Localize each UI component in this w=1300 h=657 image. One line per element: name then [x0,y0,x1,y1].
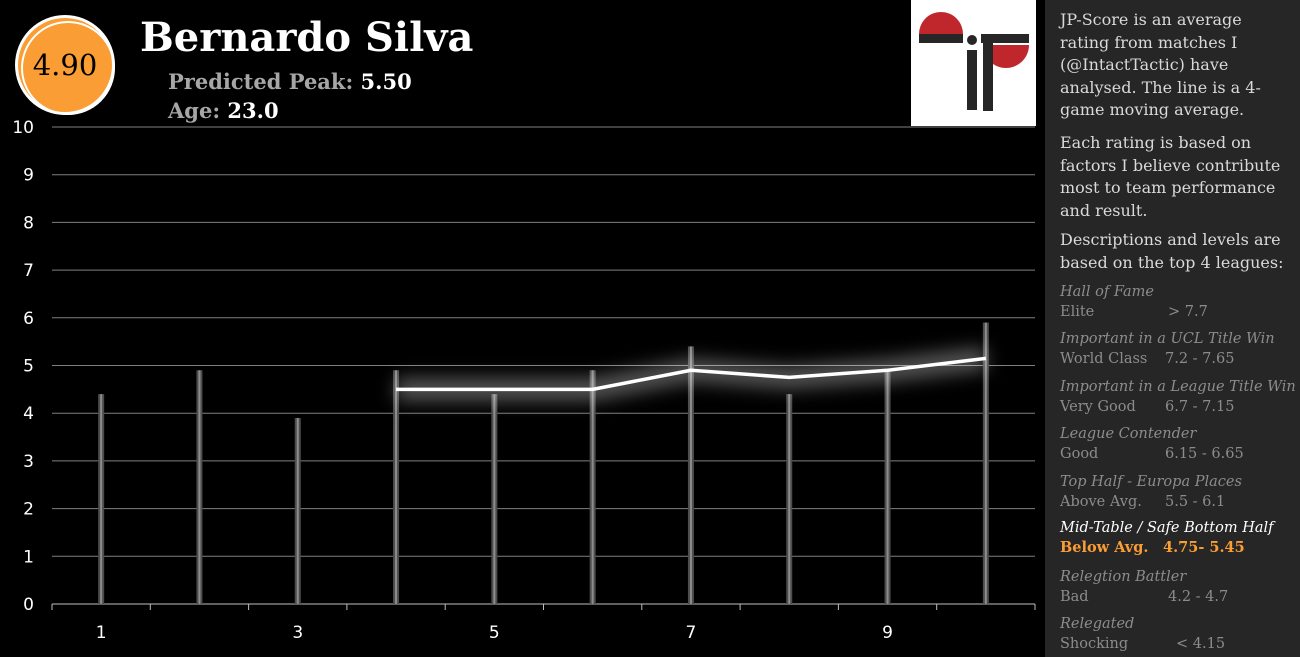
level-description: Mid-Table / Safe Bottom Half [1060,520,1274,536]
moving-average-line [396,356,987,392]
rating-bar-highlight [100,394,103,604]
level-name: Above Avg. [1060,494,1142,510]
rating-bar-highlight [296,417,299,604]
level-item: Hall of Fame Elite > 7.7 [1060,282,1298,322]
age-value: 23.0 [227,98,279,123]
rating-bar-highlight [591,370,594,604]
level-range: 7.2 - 7.65 [1165,351,1235,367]
x-tick-label: 5 [489,623,500,643]
level-description: Important in a UCL Title Win [1060,331,1275,347]
rating-bar-highlight [395,370,398,604]
level-name: Elite [1060,304,1095,320]
peak-label: Predicted Peak: [168,69,354,94]
score-badge: 4.90 [15,15,115,115]
age: Age: 23.0 [168,98,279,123]
level-range: 5.5 - 6.1 [1165,494,1226,510]
level-name: Bad [1060,589,1089,605]
level-item: Relegated Shocking < 4.15 [1060,614,1298,654]
y-tick-label: 8 [23,213,34,233]
level-item: Mid-Table / Safe Bottom Half Below Avg. 4.… [1060,518,1298,558]
level-description: Important in a League Title Win [1060,379,1296,395]
y-tick-label: 10 [12,118,34,138]
level-name: World Class [1060,351,1148,367]
x-tick-label: 1 [96,623,107,643]
level-range: 4.75- 5.45 [1163,539,1245,556]
y-tick-label: 1 [23,547,34,567]
x-tick-label: 9 [882,623,893,643]
jp-logo [911,0,1036,126]
level-description: League Contender [1060,426,1197,442]
rating-chart: 0 1 2 3 4 5 6 7 8 9 10 1 3 5 7 9 [12,118,1036,643]
score-value: 4.90 [32,48,98,82]
rating-bar-highlight [493,394,496,604]
sidebar-intro: JP-Score is an average rating from match… [1060,10,1261,119]
y-tick-label: 0 [23,595,34,615]
level-range: 6.7 - 7.15 [1165,399,1235,415]
player-name: Bernardo Silva [140,14,474,61]
level-range: 6.15 - 6.65 [1165,446,1244,462]
level-name: Very Good [1060,399,1136,415]
level-item: Important in a League Title Win Very Good… [1060,377,1298,417]
jp-logo-image [919,12,1029,111]
x-tick-label: 3 [292,623,303,643]
level-item: Relegtion Battler Bad 4.2 - 4.7 [1060,567,1298,607]
y-tick-label: 9 [23,166,34,186]
sidebar-levels-intro: Descriptions and levels are based on the… [1060,230,1284,272]
sidebar-factors: Each rating is based on factors I believ… [1060,133,1281,220]
y-tick-label: 2 [23,500,34,520]
rating-bar-highlight [788,394,791,604]
level-item: Important in a UCL Title Win World Class 7… [1060,329,1298,369]
rating-bar-highlight [198,370,201,604]
peak-value: 5.50 [360,69,412,94]
x-tick-label: 7 [686,623,697,643]
predicted-peak: Predicted Peak: 5.50 [168,69,412,94]
level-range: > 7.7 [1168,304,1208,320]
y-tick-label: 4 [23,404,34,424]
rating-bar-highlight [984,322,987,604]
rating-bar-highlight [886,370,889,604]
level-description: Relegtion Battler [1060,569,1187,585]
level-name: Good [1060,446,1099,462]
rating-bar-highlight [689,346,692,604]
level-description: Hall of Fame [1060,284,1154,300]
level-range: 4.2 - 4.7 [1168,589,1229,605]
age-label: Age: [168,98,221,123]
y-tick-label: 7 [23,261,34,281]
y-tick-label: 6 [23,309,34,329]
level-range: < 4.15 [1176,636,1226,652]
level-name: Below Avg. [1060,539,1149,556]
y-tick-label: 3 [23,452,34,472]
level-item: Top Half - Europa Places Above Avg. 5.5 - … [1060,472,1298,512]
level-item: League Contender Good 6.15 - 6.65 [1060,424,1298,464]
level-description: Top Half - Europa Places [1060,474,1242,490]
y-tick-label: 5 [23,357,34,377]
sidebar: JP-Score is an average rating from match… [1045,0,1300,657]
level-description: Relegated [1060,616,1135,632]
level-name: Shocking [1060,636,1129,652]
